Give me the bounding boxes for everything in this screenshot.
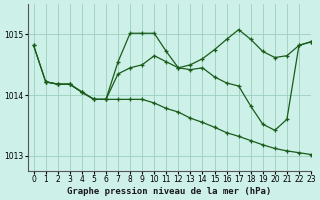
X-axis label: Graphe pression niveau de la mer (hPa): Graphe pression niveau de la mer (hPa)	[67, 187, 271, 196]
